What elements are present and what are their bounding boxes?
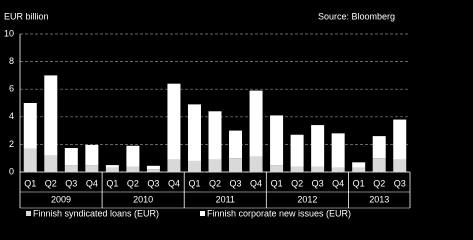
group-label: 2013 <box>369 194 389 204</box>
bar-segment <box>249 90 263 157</box>
bar-segment <box>23 148 37 172</box>
bar-segment <box>146 165 160 170</box>
x-tick-label: Q2 <box>373 178 385 188</box>
y-tick-label: 0 <box>9 166 14 176</box>
bar-segment <box>187 160 201 172</box>
bar-segment <box>393 119 407 160</box>
x-tick-label: Q3 <box>312 178 324 188</box>
x-tick-label: Q1 <box>188 178 200 188</box>
y-tick-label: 2 <box>9 139 14 149</box>
bar-segment <box>167 159 181 172</box>
x-tick-label: Q1 <box>24 178 36 188</box>
group-label: 2011 <box>216 194 235 204</box>
x-tick-label: Q3 <box>230 178 242 188</box>
bar-segment <box>85 144 99 166</box>
bar-segment <box>105 165 119 168</box>
bar-segment <box>208 159 222 172</box>
bar-segment <box>44 75 58 156</box>
x-tick-label: Q4 <box>168 178 180 188</box>
x-tick-label: Q3 <box>147 178 159 188</box>
legend-swatch <box>26 211 31 216</box>
bar-segment <box>331 167 345 172</box>
bar-segment <box>372 158 386 172</box>
group-label: 2010 <box>133 194 153 204</box>
x-tick-label: Q2 <box>45 178 57 188</box>
bar-segment <box>270 165 284 172</box>
bar-segment <box>85 165 99 172</box>
bar-segment <box>393 159 407 172</box>
bar-segment <box>64 165 78 172</box>
x-tick-label: Q2 <box>127 178 139 188</box>
bar-segment <box>270 115 284 166</box>
bar-segment <box>331 133 345 168</box>
group-label: 2012 <box>297 194 317 204</box>
x-tick-label: Q2 <box>291 178 303 188</box>
y-axis-label: EUR billion <box>4 11 49 21</box>
bar-segment <box>64 147 78 166</box>
bar-segment <box>229 130 243 159</box>
legend-label: Finnish syndicated loans (EUR) <box>33 208 159 218</box>
bar-segment <box>311 125 325 167</box>
x-tick-label: Q4 <box>332 178 344 188</box>
bar-segment <box>23 103 37 149</box>
bar-segment <box>311 166 325 172</box>
bar-segment <box>229 158 243 172</box>
x-tick-label: Q3 <box>394 178 406 188</box>
bar-segment <box>290 134 304 167</box>
y-tick-label: 8 <box>9 56 14 66</box>
chart: EUR billion Source: Bloomberg 0 2 4 6 8 10 Q1 Q… <box>0 0 473 232</box>
legend-label: Finnish corporate new issues (EUR) <box>207 208 351 218</box>
x-tick-label: Q1 <box>271 178 283 188</box>
x-tick-label: Q3 <box>65 178 77 188</box>
bar-segment <box>249 156 263 172</box>
group-label: 2009 <box>51 194 71 204</box>
bar-segment <box>372 136 386 159</box>
bar-segment <box>352 167 366 172</box>
x-tick-label: Q2 <box>209 178 221 188</box>
bar-segment <box>290 166 304 172</box>
y-tick-label: 4 <box>9 111 14 121</box>
bar-segment <box>105 167 119 172</box>
source: Source: Bloomberg <box>318 11 395 21</box>
bar-segment <box>146 169 160 172</box>
x-tick-label: Q4 <box>86 178 98 188</box>
background <box>0 0 473 232</box>
x-tick-label: Q1 <box>353 178 365 188</box>
bar-segment <box>126 145 140 167</box>
y-tick-label: 6 <box>9 84 14 94</box>
x-tick-label: Q4 <box>250 178 262 188</box>
bar-segment <box>44 155 58 172</box>
bar-segment <box>352 162 366 168</box>
bar-segment <box>167 83 181 160</box>
y-tick-label: 10 <box>4 28 14 38</box>
bar-segment <box>208 111 222 160</box>
legend-swatch <box>200 211 205 216</box>
bar-segment <box>126 166 140 172</box>
bar-segment <box>187 104 201 161</box>
x-tick-label: Q1 <box>106 178 118 188</box>
